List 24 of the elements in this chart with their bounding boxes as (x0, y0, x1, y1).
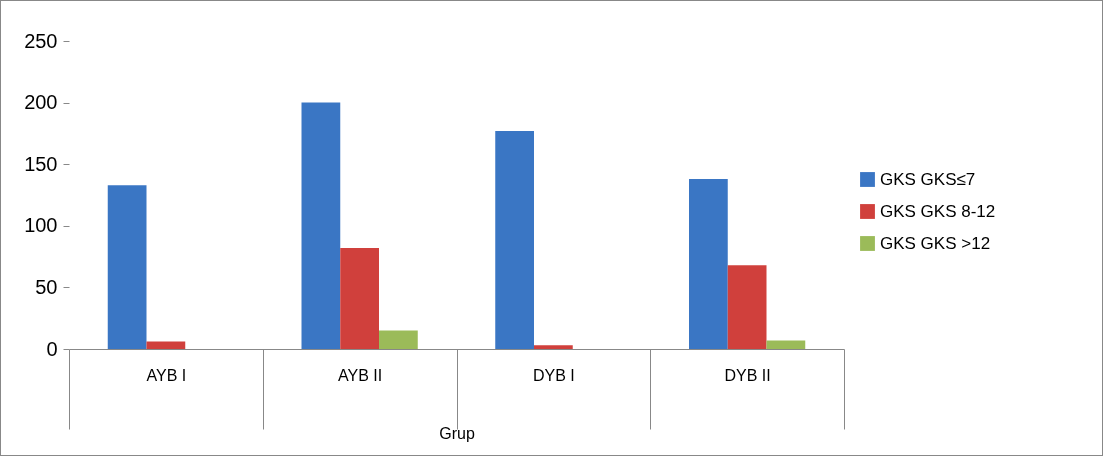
y-tick-label: 50 (35, 275, 58, 298)
bar (766, 340, 806, 349)
y-tick-label: 150 (24, 152, 58, 175)
x-tick-label: DYB II (724, 366, 771, 384)
bar (727, 265, 767, 349)
bar (340, 247, 379, 349)
x-tick-label: DYB I (532, 366, 575, 384)
x-axis-title: Grup (439, 425, 475, 442)
y-tick-label: 0 (46, 337, 58, 360)
bar (301, 102, 341, 349)
legend-label: GKS GKS 8-12 (880, 201, 996, 221)
x-tick-label: AYB I (146, 366, 187, 384)
bar (495, 130, 534, 349)
bar (107, 185, 147, 349)
y-tick-label: 200 (24, 91, 58, 114)
bar (379, 330, 418, 349)
bar (146, 341, 186, 349)
x-tick-label: AYB II (338, 366, 383, 384)
legend-label: GKS GKS >12 (880, 233, 991, 253)
y-tick-label: 250 (24, 29, 58, 52)
bar (689, 178, 728, 349)
bar (534, 345, 573, 349)
legend-label: GKS GKS≤7 (880, 169, 976, 189)
y-tick-label: 100 (24, 214, 58, 237)
